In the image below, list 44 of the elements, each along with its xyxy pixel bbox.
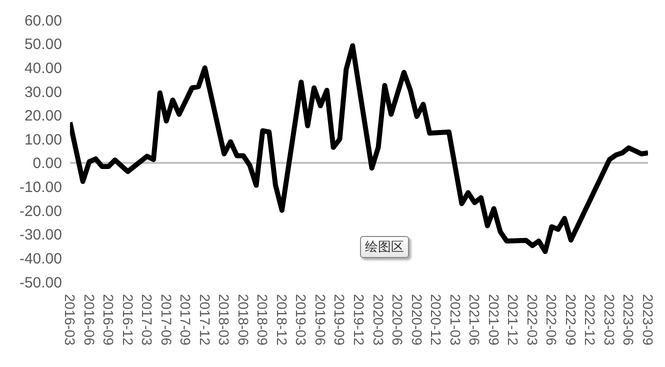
x-tick-label: 2020-03 [370, 294, 386, 346]
x-tick-label: 2021-03 [447, 294, 464, 346]
x-tick-label: 2020-06 [390, 294, 406, 346]
x-tick-label: 2016-12 [120, 294, 136, 346]
y-tick-label: 50.00 [24, 36, 62, 54]
x-tick-label: 2022-09 [562, 294, 579, 346]
x-tick-label: 2020-12 [428, 294, 444, 346]
x-tick-label: 2022-06 [544, 294, 560, 346]
x-tick-label: 2016-03 [62, 294, 78, 346]
x-tick-label: 2017-12 [196, 294, 213, 346]
x-tick-label: 2019-06 [312, 294, 328, 346]
x-tick-label: 2019-09 [332, 294, 348, 346]
y-tick-label: 20.00 [24, 108, 62, 125]
x-tick-label: 2023-06 [620, 294, 637, 346]
x-tick-label: 2021-09 [486, 294, 502, 346]
y-tick-label: 40.00 [24, 60, 62, 77]
x-tick-label: 2019-03 [293, 294, 310, 346]
x-tick-label: 2021-12 [505, 294, 522, 346]
x-tick-label: 2021-06 [466, 294, 483, 346]
annotation: 绘图区 [360, 236, 409, 258]
x-tick-label: 2018-09 [254, 294, 271, 346]
x-tick-label: 2017-09 [178, 294, 194, 346]
x-tick-label: 2017-03 [139, 294, 156, 346]
y-tick-label: -40.00 [19, 250, 62, 268]
x-tick-label: 2022-03 [524, 294, 540, 346]
x-tick-label: 2016-09 [100, 294, 117, 346]
x-tick-label: 2016-06 [81, 294, 98, 346]
x-tick-label: 2023-03 [601, 294, 618, 346]
y-tick-label: -20.00 [19, 202, 62, 220]
y-tick-label: -50.00 [19, 274, 62, 292]
x-tick-label: 2022-12 [582, 294, 598, 346]
y-tick-label: -30.00 [19, 226, 62, 244]
x-tick-label: 2023-09 [640, 294, 656, 346]
x-tick-label: 2018-06 [235, 294, 252, 346]
x-tick-label: 2018-12 [274, 294, 290, 346]
x-tick-label: 2018-03 [216, 294, 232, 346]
x-tick-label: 2019-12 [351, 294, 367, 346]
x-tick-label: 2017-06 [158, 294, 174, 346]
x-tick-label: 2020-09 [408, 294, 425, 346]
y-tick-label: 0.00 [32, 155, 62, 172]
y-tick-label: 30.00 [24, 84, 62, 101]
y-tick-label: 60.00 [24, 12, 62, 30]
y-tick-label: -10.00 [19, 179, 62, 196]
y-tick-label: 10.00 [24, 131, 62, 148]
